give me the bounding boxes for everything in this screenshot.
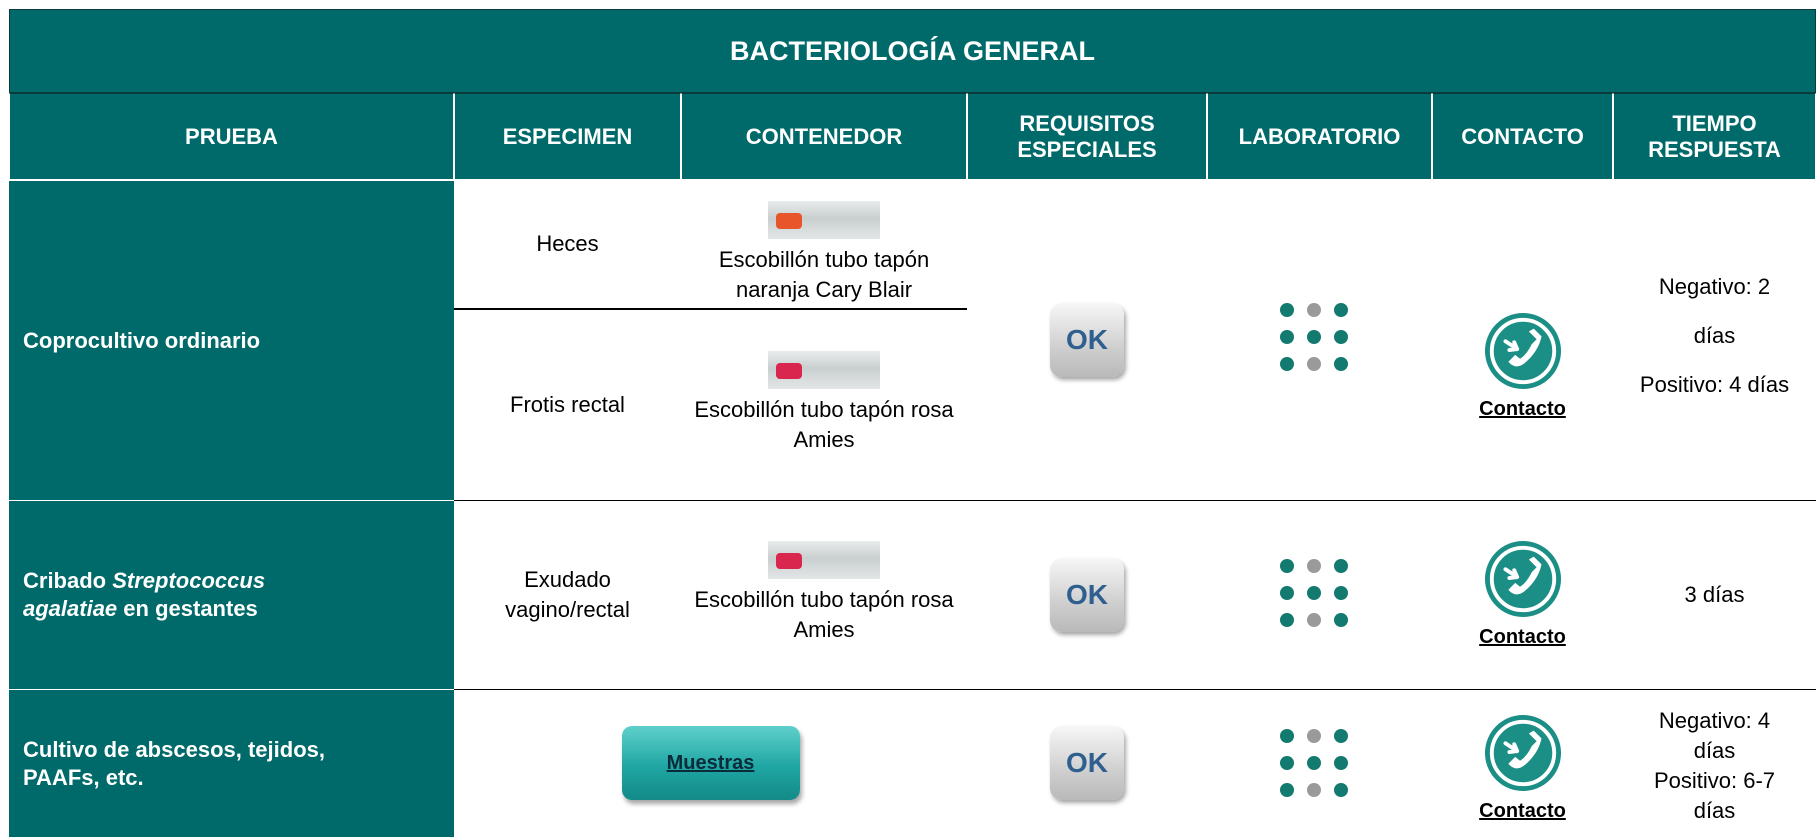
contact-cell: Contacto: [1432, 312, 1613, 424]
contact-cell: Contacto: [1432, 540, 1613, 652]
samples-button[interactable]: Muestras: [621, 726, 800, 800]
tube-image: [768, 351, 880, 389]
phone-icon[interactable]: [1483, 312, 1563, 390]
time-line: Negativo: 4 días: [1658, 708, 1771, 763]
subrow-border: [454, 308, 967, 310]
column-header: TIEMPO RESPUESTA: [1613, 93, 1816, 180]
phone-icon[interactable]: [1483, 714, 1563, 792]
test-name-text: Cultivo de abscesos, tejidos, PAAFs, etc…: [23, 736, 325, 790]
column-header: LABORATORIO: [1207, 93, 1432, 180]
specimen: Heces: [536, 231, 599, 256]
response-time: Negativo: 2 días Positivo: 4 días: [1613, 260, 1816, 410]
lab-icon[interactable]: [1279, 302, 1349, 372]
tube-image: [768, 201, 880, 239]
column-header: PRUEBA: [9, 93, 454, 180]
column-header: REQUISITOS ESPECIALES: [967, 93, 1207, 180]
container: Escobillón tubo tapón rosa Amies: [681, 540, 967, 646]
test-name: Cultivo de abscesos, tejidos, PAAFs, etc…: [9, 689, 454, 837]
test-name: Cribado Streptococcus agalatiae en gesta…: [9, 500, 454, 689]
dots: [1280, 303, 1348, 371]
time-line: Positivo: 4 días: [1639, 371, 1790, 397]
time-line: Positivo: 6-7 días: [1653, 768, 1776, 823]
contact-link[interactable]: Contacto: [1479, 398, 1566, 420]
tube-cap: [776, 363, 802, 379]
text: en gestantes: [123, 596, 258, 621]
response-time: 3 días: [1613, 500, 1816, 689]
test-name-text: Cribado Streptococcus agalatiae en gesta…: [23, 567, 363, 623]
column-header: ESPECIMEN: [454, 93, 681, 180]
container-text: Escobillón tubo tapón naranja Cary Blair: [718, 247, 930, 302]
ok-button[interactable]: OK: [1050, 557, 1124, 632]
contact-cell: Contacto: [1432, 714, 1613, 826]
contact-link[interactable]: Contacto: [1479, 800, 1566, 822]
specimen-text: Exudado vagino/rectal: [505, 567, 630, 622]
ok-button[interactable]: OK: [1050, 726, 1124, 800]
ok-button[interactable]: OK: [1050, 303, 1124, 377]
table-title: BACTERIOLOGÍA GENERAL: [9, 9, 1816, 93]
requirements: OK: [967, 180, 1207, 500]
tube-cap: [776, 553, 802, 569]
samples-cell: Muestras: [454, 689, 967, 837]
text: Cribado: [23, 568, 107, 593]
requirements: OK: [967, 689, 1207, 837]
specimen: Exudado vagino/rectal: [454, 560, 681, 630]
container-text: Escobillón tubo tapón rosa Amies: [694, 397, 954, 452]
test-name: Coprocultivo ordinario: [9, 180, 454, 500]
column-header: CONTACTO: [1432, 93, 1613, 180]
row-border: [454, 689, 1816, 690]
specimen: Frotis rectal: [510, 392, 625, 417]
dots: [1280, 729, 1348, 797]
container: Escobillón tubo tapón rosa Amies: [681, 350, 967, 456]
time-line: 3 días: [1684, 581, 1745, 607]
species-name: Streptococcus agalatiae: [23, 568, 266, 621]
tube-image: [768, 541, 880, 579]
column-header: CONTENEDOR: [681, 93, 967, 180]
response-time: Negativo: 4 días Positivo: 6-7 días: [1613, 704, 1816, 828]
contact-link[interactable]: Contacto: [1479, 626, 1566, 648]
container-text: Escobillón tubo tapón rosa Amies: [694, 587, 954, 642]
container: Escobillón tubo tapón naranja Cary Blair: [681, 200, 967, 306]
lab-icon[interactable]: [1279, 728, 1349, 798]
time-line: Negativo: 2 días: [1658, 273, 1771, 348]
phone-icon[interactable]: [1483, 540, 1563, 618]
dots: [1280, 559, 1348, 627]
tube-cap: [776, 213, 802, 229]
row-border: [454, 500, 1816, 501]
lab-icon[interactable]: [1279, 558, 1349, 628]
requirements: OK: [967, 500, 1207, 689]
